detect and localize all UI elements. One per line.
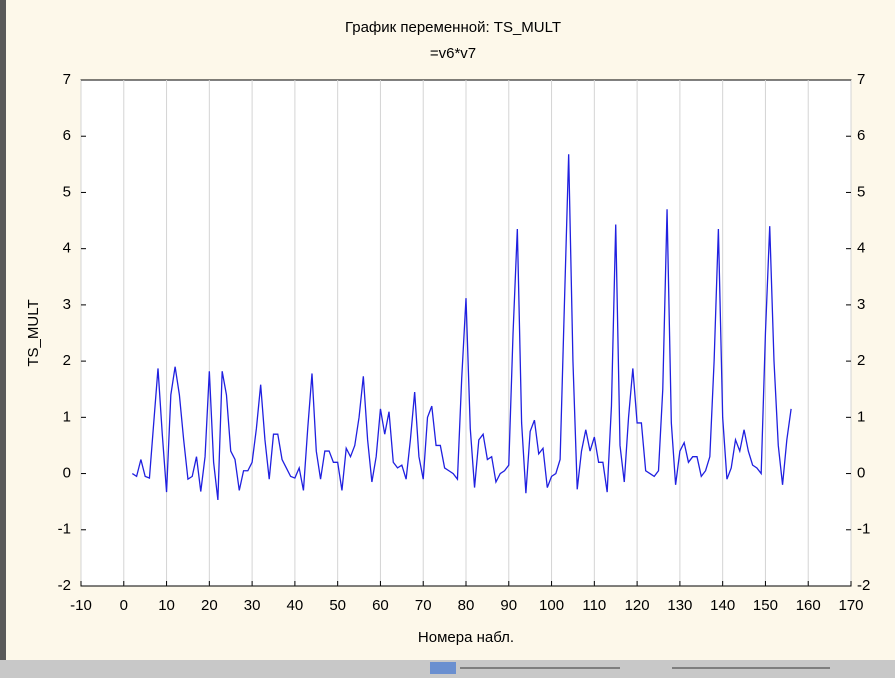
x-tick-label: 10	[158, 597, 175, 614]
x-tick-label: 140	[710, 597, 735, 614]
y-tick-label: 7	[63, 71, 71, 88]
y2-tick-label: -1	[857, 521, 870, 538]
y-tick-label: 0	[63, 465, 71, 482]
y-tick-label: 2	[63, 352, 71, 369]
y2-tick-label: 6	[857, 127, 865, 144]
y-tick-label: 4	[63, 240, 71, 257]
y2-tick-label: 4	[857, 240, 865, 257]
x-tick-label: 50	[329, 597, 346, 614]
x-tick-label: 100	[539, 597, 564, 614]
toolbar-button[interactable]	[430, 662, 456, 674]
x-tick-label: 80	[458, 597, 475, 614]
y2-tick-label: 7	[857, 71, 865, 88]
y2-tick-label: 2	[857, 352, 865, 369]
x-tick-label: 40	[287, 597, 304, 614]
x-tick-label: 170	[838, 597, 863, 614]
x-tick-label: 120	[625, 597, 650, 614]
y-axis-label: TS_MULT	[25, 299, 42, 366]
x-tick-label: 70	[415, 597, 432, 614]
x-tick-label: 90	[500, 597, 517, 614]
chart-subtitle: =v6*v7	[430, 45, 476, 62]
y-tick-label: 5	[63, 183, 71, 200]
chart-title: График переменной: TS_MULT	[345, 19, 561, 36]
data-line	[131, 154, 792, 501]
y2-tick-label: 3	[857, 296, 865, 313]
y2-tick-label: 5	[857, 183, 865, 200]
x-tick-label: -10	[70, 597, 92, 614]
x-tick-label: 160	[796, 597, 821, 614]
y-tick-label: 1	[63, 408, 71, 425]
x-tick-label: 30	[244, 597, 261, 614]
y2-tick-label: 1	[857, 408, 865, 425]
y-tick-label: 6	[63, 127, 71, 144]
y-tick-label: -2	[58, 577, 71, 594]
x-axis-label: Номера набл.	[418, 629, 514, 646]
y-tick-label: 3	[63, 296, 71, 313]
y2-tick-label: 0	[857, 465, 865, 482]
x-tick-label: 60	[372, 597, 389, 614]
x-tick-label: 110	[582, 597, 606, 614]
y-tick-label: -1	[58, 521, 71, 538]
x-tick-label: 130	[667, 597, 692, 614]
left-border	[0, 0, 6, 660]
y2-tick-label: -2	[857, 577, 870, 594]
x-tick-label: 0	[120, 597, 128, 614]
x-tick-label: 20	[201, 597, 218, 614]
x-tick-label: 150	[753, 597, 778, 614]
